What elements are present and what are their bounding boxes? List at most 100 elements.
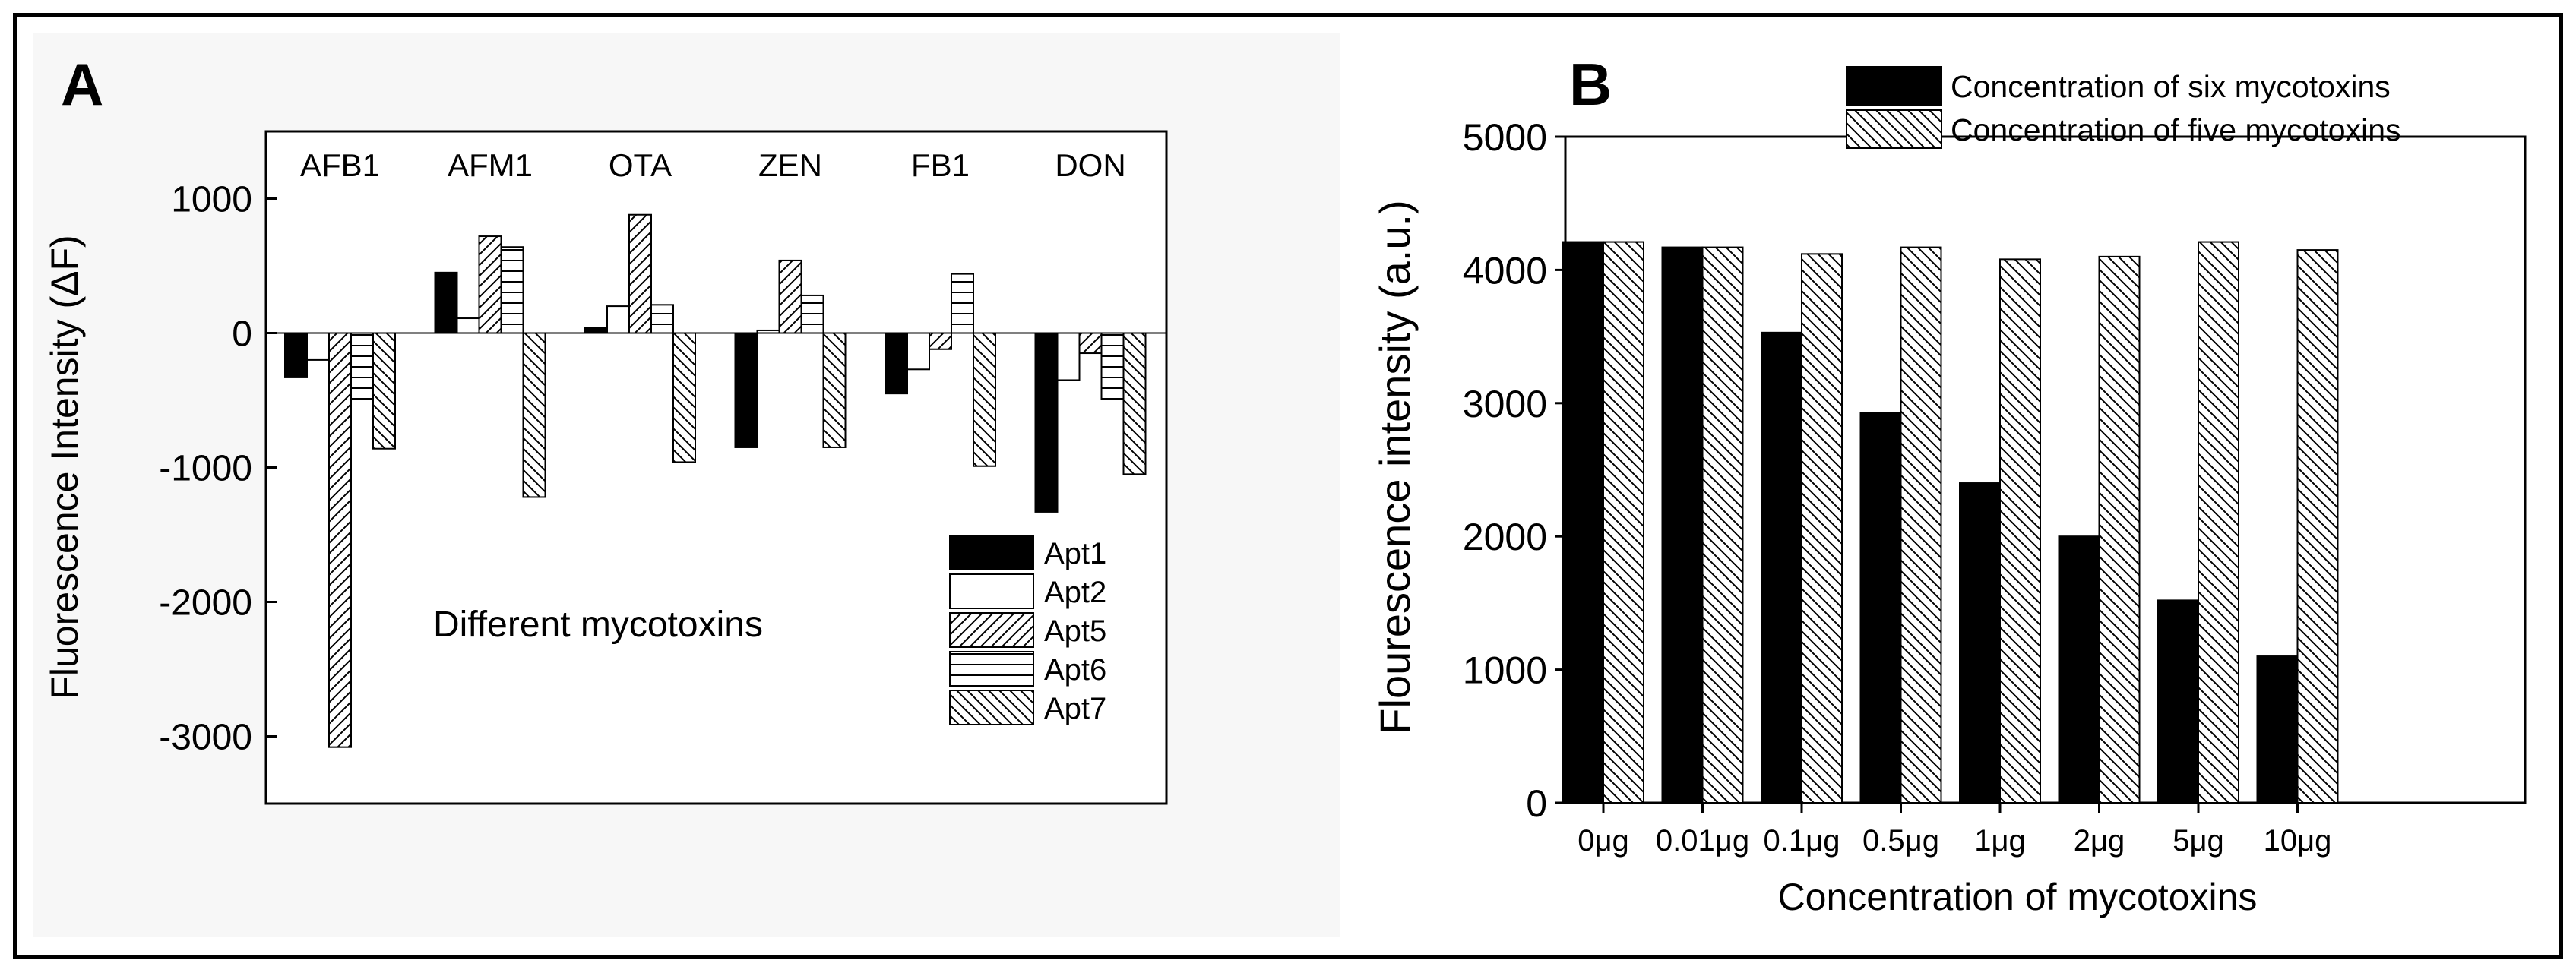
category-label-zen: ZEN: [758, 147, 822, 183]
bar-0-01-g-concentration-of-six-mycotoxins: [1661, 246, 1704, 804]
bar-don-apt5: [1078, 332, 1103, 355]
bar-don-apt2: [1056, 332, 1081, 381]
bar-afm1-apt2: [456, 317, 480, 334]
bar-afb1-apt7: [372, 332, 396, 450]
bar-zen-apt6: [800, 294, 824, 334]
bar-ota-apt1: [584, 327, 608, 334]
category-label-don: DON: [1055, 147, 1125, 183]
panel-b: B 0 1000 2000 3000 4000 5000 0μg 0.01μg 0.1μg 0.…: [1371, 51, 2527, 918]
panel-a-y-tick-label: -3000: [159, 718, 252, 758]
x-tick-label-0-5-g: 0.5μg: [1862, 824, 1939, 858]
category-label-fb1: FB1: [911, 147, 970, 183]
panel-a-x-label: Different mycotoxins: [433, 605, 763, 645]
bar-fb1-apt5: [929, 332, 952, 350]
legend-label-apt5: Apt5: [1044, 614, 1106, 648]
bar-ota-apt2: [606, 305, 630, 334]
bar-zen-apt7: [822, 332, 847, 448]
bar-fb1-apt7: [973, 332, 996, 467]
bar-ota-apt6: [650, 304, 674, 334]
bar-1-g-concentration-of-five-mycotoxins: [1999, 258, 2041, 804]
panel-b-y-label: Flourescence intensity (a.u.): [1371, 200, 1419, 734]
bar-afb1-apt5: [328, 332, 352, 748]
panel-b-y-tick-label: 1000: [1463, 649, 1547, 692]
bar-zen-apt5: [778, 259, 802, 334]
panel-b-y-ticks: 0 1000 2000 3000 4000 5000: [1463, 116, 1565, 825]
panel-a-y-tick-label: -1000: [159, 449, 252, 489]
panel-b-y-tick-label: 0: [1526, 782, 1547, 825]
bar-2-g-concentration-of-five-mycotoxins: [2098, 255, 2141, 804]
bar-afm1-apt6: [500, 246, 524, 334]
legend-swatch-apt2: [949, 573, 1034, 609]
panel-a-category-labels: AFB1 AFM1 OTA ZEN FB1 DON: [300, 147, 1126, 183]
legend-swatch-apt5: [949, 612, 1034, 648]
bar-5-g-concentration-of-five-mycotoxins: [2198, 241, 2239, 804]
panel-b-y-tick-label: 4000: [1463, 249, 1547, 292]
bar-fb1-apt6: [951, 273, 974, 334]
bar-5-g-concentration-of-six-mycotoxins: [2157, 599, 2199, 804]
panel-a-y-tick-label: 1000: [171, 180, 252, 220]
legend-swatch-concentration-of-six-mycotoxins: [1846, 66, 1942, 106]
panel-b-y-tick-label: 2000: [1463, 516, 1547, 558]
legend-label-apt1: Apt1: [1044, 537, 1106, 570]
panel-b-bars: [1562, 241, 2339, 804]
x-tick-label-0-1-g: 0.1μg: [1764, 824, 1840, 858]
panel-b-x-ticks: 0μg 0.01μg 0.1μg 0.5μg 1μg 2μg 5μg 10μg: [1578, 803, 2331, 858]
x-tick-label-2-g: 2μg: [2074, 824, 2125, 858]
bar-afm1-apt7: [522, 332, 546, 498]
bar-don-apt6: [1100, 332, 1125, 400]
bar-don-apt1: [1034, 332, 1059, 513]
panel-a-legend: Apt1 Apt2 Apt5 Apt6 Apt7: [949, 535, 1106, 725]
bar-0-01-g-concentration-of-five-mycotoxins: [1701, 246, 1744, 804]
legend-swatch-apt1: [949, 535, 1034, 570]
bar-0-5-g-concentration-of-six-mycotoxins: [1859, 412, 1902, 804]
bar-10-g-concentration-of-six-mycotoxins: [2256, 655, 2299, 804]
panel-a-y-tick-label: -2000: [159, 583, 252, 624]
bar-ota-apt5: [628, 213, 652, 334]
panel-b-y-tick-label: 5000: [1463, 116, 1547, 159]
bar-zen-apt1: [734, 332, 758, 448]
x-tick-label-5-g: 5μg: [2173, 824, 2224, 858]
bar-10-g-concentration-of-five-mycotoxins: [2296, 249, 2339, 804]
bar-fb1-apt2: [907, 332, 930, 371]
x-tick-label-1-g: 1μg: [1974, 824, 2026, 858]
panel-a-y-label: Fluorescence Intensity (ΔF): [43, 235, 86, 699]
legend-label-apt2: Apt2: [1044, 576, 1106, 609]
panel-b-x-label: Concentration of mycotoxins: [1778, 876, 2258, 918]
legend-swatch-apt7: [949, 690, 1034, 725]
legend-swatch-concentration-of-five-mycotoxins: [1846, 109, 1942, 149]
bar-2-g-concentration-of-six-mycotoxins: [2058, 535, 2100, 804]
bar-afb1-apt2: [306, 332, 330, 361]
bar-don-apt7: [1122, 332, 1147, 475]
legend-label-concentration-of-six-mycotoxins: Concentration of six mycotoxins: [1951, 69, 2391, 104]
bar-ota-apt7: [672, 332, 696, 463]
legend-label-apt7: Apt7: [1044, 692, 1106, 725]
x-tick-label-0-g: 0μg: [1578, 824, 1629, 858]
legend-label-apt6: Apt6: [1044, 653, 1106, 687]
bar-0-g-concentration-of-six-mycotoxins: [1562, 241, 1604, 804]
bar-afm1-apt5: [478, 235, 502, 334]
bar-0-5-g-concentration-of-five-mycotoxins: [1900, 246, 1942, 804]
bar-afb1-apt1: [284, 332, 308, 378]
panel-a-y-ticks: -3000 -2000 -1000 0 1000: [159, 180, 277, 758]
legend-swatch-apt6: [949, 651, 1034, 687]
legend-label-concentration-of-five-mycotoxins: Concentration of five mycotoxins: [1951, 112, 2401, 147]
bar-1-g-concentration-of-six-mycotoxins: [1959, 482, 2001, 804]
category-label-ota: OTA: [609, 147, 672, 183]
panel-a: A -3000 -2000 -1000 0 1000 AFB1 AFM1 OTA ZEN FB1…: [43, 51, 1168, 805]
panel-a-y-tick-label: 0: [232, 314, 252, 355]
bar-afm1-apt1: [434, 271, 458, 334]
category-label-afb1: AFB1: [300, 147, 380, 183]
panel-b-label: B: [1569, 51, 1612, 118]
bar-0-1-g-concentration-of-five-mycotoxins: [1801, 253, 1843, 804]
category-label-afm1: AFM1: [448, 147, 533, 183]
bar-0-g-concentration-of-five-mycotoxins: [1603, 241, 1644, 804]
x-tick-label-0-01-g: 0.01μg: [1656, 824, 1749, 858]
panel-b-legend: Concentration of six mycotoxins Concentra…: [1846, 66, 2401, 149]
panel-b-y-tick-label: 3000: [1463, 383, 1547, 425]
panel-a-label: A: [61, 51, 103, 118]
x-tick-label-10-g: 10μg: [2264, 824, 2332, 858]
bar-fb1-apt1: [885, 332, 908, 395]
bar-afb1-apt6: [350, 332, 374, 400]
bar-0-1-g-concentration-of-six-mycotoxins: [1761, 331, 1802, 804]
